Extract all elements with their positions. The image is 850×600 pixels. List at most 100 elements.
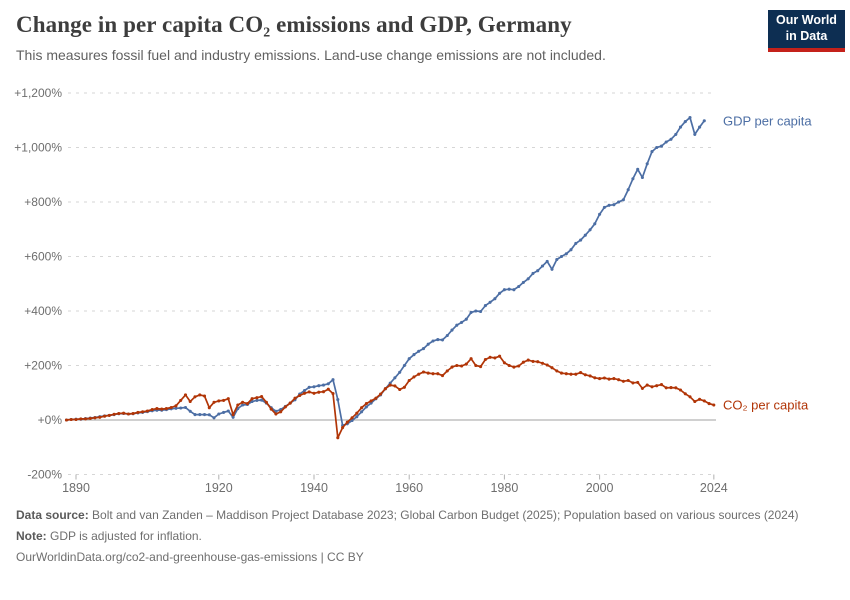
co2-point[interactable] [512,365,516,369]
co2-point[interactable] [545,363,549,367]
co2-point[interactable] [317,390,321,394]
co2-point[interactable] [555,369,559,373]
co2-point[interactable] [669,386,673,390]
gdp-point[interactable] [412,353,416,357]
gdp-point[interactable] [302,389,307,393]
co2-point[interactable] [517,364,521,368]
co2-point[interactable] [107,413,111,417]
gdp-point[interactable] [493,297,497,301]
co2-point[interactable] [360,406,364,410]
co2-point[interactable] [407,378,411,383]
co2-point[interactable] [593,376,597,380]
co2-point[interactable] [117,411,121,416]
co2-point[interactable] [664,386,668,390]
co2-point[interactable] [312,391,316,395]
co2-point[interactable] [678,388,683,392]
gdp-point[interactable] [631,177,635,181]
co2-point[interactable] [645,383,649,387]
gdp-point[interactable] [574,241,578,245]
co2-point[interactable] [655,384,659,388]
co2-point[interactable] [212,400,216,404]
co2-point[interactable] [498,354,502,358]
gdp-point[interactable] [360,410,364,414]
co2-point[interactable] [236,403,240,407]
co2-point[interactable] [307,390,311,394]
co2-point[interactable] [421,370,426,374]
co2-point[interactable] [245,402,249,406]
co2-point[interactable] [122,411,126,415]
co2-point[interactable] [712,403,716,407]
co2-point[interactable] [150,408,154,412]
co2-point[interactable] [160,407,164,411]
co2-point[interactable] [474,363,478,368]
co2-point[interactable] [674,386,678,390]
gdp-point[interactable] [198,413,202,417]
gdp-point[interactable] [312,385,316,389]
gdp-point[interactable] [650,150,654,154]
co2-point[interactable] [531,359,535,363]
gdp-point[interactable] [593,222,597,226]
co2-point[interactable] [231,413,235,417]
gdp-point[interactable] [498,291,502,295]
co2-point[interactable] [283,405,287,409]
gdp-point[interactable] [512,288,516,292]
gdp-point[interactable] [469,310,473,314]
gdp-point[interactable] [588,228,592,232]
gdp-point[interactable] [398,370,402,374]
gdp-point[interactable] [326,382,330,386]
gdp-point[interactable] [426,342,430,346]
co2-point[interactable] [507,363,511,368]
co2-point[interactable] [331,392,335,396]
co2-point[interactable] [98,415,102,419]
gdp-point[interactable] [183,405,188,410]
co2-point[interactable] [207,406,211,410]
co2-point[interactable] [526,358,530,362]
co2-point[interactable] [583,373,587,377]
gdp-point[interactable] [526,277,530,281]
co2-point[interactable] [69,417,73,422]
co2-point[interactable] [103,414,107,418]
gdp-point[interactable] [698,125,702,129]
gdp-point[interactable] [336,398,340,402]
co2-point[interactable] [336,436,340,440]
gdp-point[interactable] [450,328,454,332]
gdp-point[interactable] [683,120,687,124]
co2-point[interactable] [93,416,97,420]
gdp-point[interactable] [455,323,459,327]
gdp-point[interactable] [564,252,568,256]
co2-point[interactable] [369,399,373,403]
gdp-point[interactable] [664,140,668,144]
gdp-point[interactable] [521,280,525,284]
gdp-point[interactable] [645,162,649,166]
co2-point[interactable] [255,396,259,400]
co2-point[interactable] [302,391,307,395]
gdp-point[interactable] [217,412,221,416]
co2-point[interactable] [131,411,135,416]
co2-point[interactable] [326,387,330,391]
co2-point[interactable] [179,398,183,402]
co2-point[interactable] [241,400,245,404]
gdp-point[interactable] [655,145,659,150]
co2-point[interactable] [698,397,702,401]
gdp-point[interactable] [678,125,683,129]
co2-point[interactable] [683,392,687,396]
gdp-point[interactable] [536,269,540,273]
gdp-point[interactable] [636,167,640,171]
co2-point[interactable] [588,374,592,378]
co2-point[interactable] [659,383,664,387]
co2-point[interactable] [74,417,78,422]
gdp-point[interactable] [626,188,630,192]
co2-point[interactable] [693,399,697,404]
co2-point[interactable] [64,418,69,422]
co2-point[interactable] [112,412,116,416]
co2-point[interactable] [521,360,525,364]
co2-point[interactable] [431,372,435,376]
gdp-point[interactable] [207,413,211,417]
co2-point[interactable] [426,371,430,375]
co2-point[interactable] [274,412,278,416]
co2-point[interactable] [264,400,268,404]
co2-point[interactable] [350,416,354,420]
co2-point[interactable] [464,362,468,366]
gdp-point[interactable] [241,403,245,407]
gdp-point[interactable] [260,398,264,402]
